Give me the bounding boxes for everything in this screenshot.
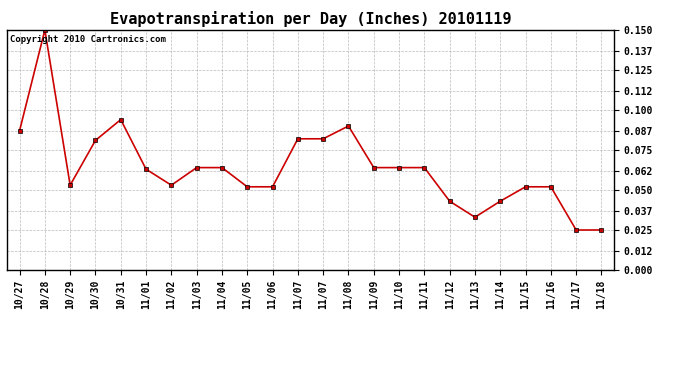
Title: Evapotranspiration per Day (Inches) 20101119: Evapotranspiration per Day (Inches) 2010…	[110, 12, 511, 27]
Text: Copyright 2010 Cartronics.com: Copyright 2010 Cartronics.com	[10, 35, 166, 44]
